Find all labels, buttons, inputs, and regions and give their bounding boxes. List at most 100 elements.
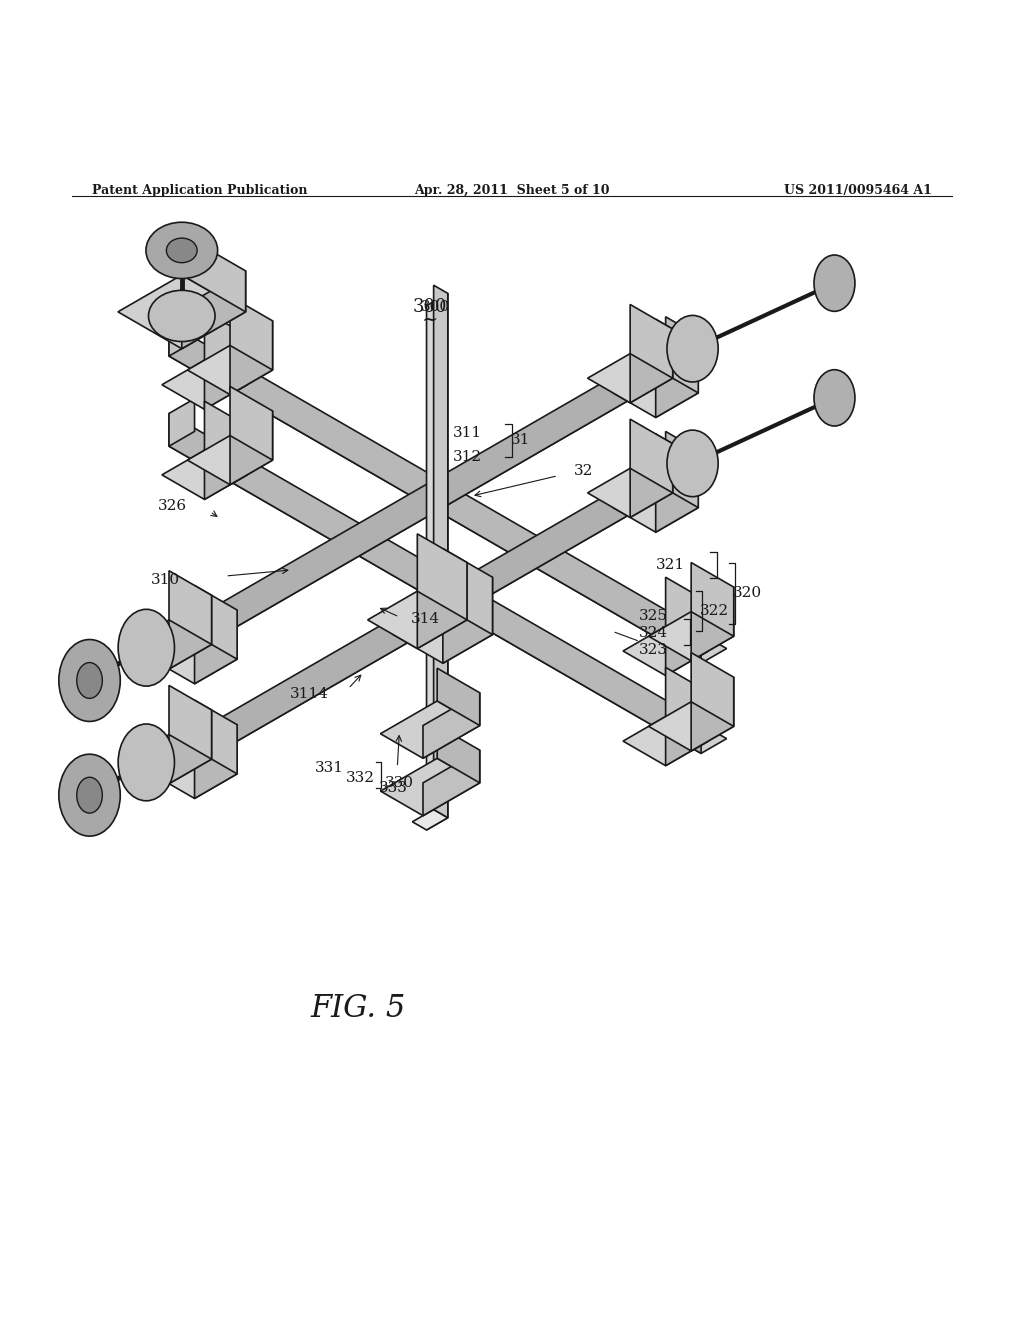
Text: 323: 323 <box>639 643 668 657</box>
Polygon shape <box>159 331 691 672</box>
Polygon shape <box>133 350 691 672</box>
Polygon shape <box>133 739 159 787</box>
Text: 300: 300 <box>413 298 447 315</box>
Polygon shape <box>126 734 212 784</box>
Polygon shape <box>666 668 709 741</box>
Text: 310: 310 <box>152 573 180 587</box>
Ellipse shape <box>77 663 102 698</box>
Polygon shape <box>442 577 493 663</box>
Polygon shape <box>381 758 479 816</box>
Polygon shape <box>169 710 212 784</box>
Polygon shape <box>630 305 673 379</box>
Polygon shape <box>205 335 247 409</box>
Polygon shape <box>195 725 238 799</box>
Ellipse shape <box>118 610 174 686</box>
Text: 322: 322 <box>700 603 729 618</box>
Polygon shape <box>368 591 467 648</box>
Polygon shape <box>623 627 709 676</box>
Polygon shape <box>666 317 691 364</box>
Polygon shape <box>205 401 247 475</box>
Polygon shape <box>169 309 195 356</box>
Text: 333: 333 <box>379 781 408 795</box>
Polygon shape <box>230 321 272 395</box>
Polygon shape <box>423 750 479 816</box>
Ellipse shape <box>77 777 102 813</box>
Polygon shape <box>126 620 212 669</box>
Polygon shape <box>655 319 698 393</box>
Polygon shape <box>230 411 272 484</box>
Polygon shape <box>666 602 709 676</box>
Polygon shape <box>205 312 247 384</box>
Polygon shape <box>169 570 212 644</box>
Polygon shape <box>666 432 691 479</box>
Ellipse shape <box>146 222 218 279</box>
Polygon shape <box>230 296 272 370</box>
Polygon shape <box>230 387 272 461</box>
Polygon shape <box>195 610 238 684</box>
Polygon shape <box>169 342 727 663</box>
Polygon shape <box>655 434 698 508</box>
Polygon shape <box>655 458 698 532</box>
Polygon shape <box>691 677 734 751</box>
Polygon shape <box>133 624 159 672</box>
Polygon shape <box>437 726 479 783</box>
Polygon shape <box>152 750 238 799</box>
Polygon shape <box>423 693 479 758</box>
Text: ~: ~ <box>422 312 438 329</box>
Text: 330: 330 <box>385 776 414 789</box>
Polygon shape <box>169 432 727 754</box>
Polygon shape <box>162 360 247 409</box>
Ellipse shape <box>58 754 120 836</box>
Text: 326: 326 <box>158 499 186 513</box>
Text: 321: 321 <box>656 558 685 572</box>
Polygon shape <box>648 611 734 661</box>
Text: 325: 325 <box>639 609 668 623</box>
Polygon shape <box>666 692 709 766</box>
Text: 314: 314 <box>411 612 439 626</box>
Polygon shape <box>182 234 246 312</box>
Polygon shape <box>623 717 709 766</box>
Text: 3114: 3114 <box>290 686 329 701</box>
Polygon shape <box>433 285 447 817</box>
Polygon shape <box>381 701 479 758</box>
Polygon shape <box>393 606 493 663</box>
Polygon shape <box>630 420 673 492</box>
Polygon shape <box>118 275 246 348</box>
Polygon shape <box>169 323 701 663</box>
Text: FIG. 5: FIG. 5 <box>310 993 407 1024</box>
Polygon shape <box>613 368 698 417</box>
Polygon shape <box>182 271 246 348</box>
Polygon shape <box>630 329 673 403</box>
Polygon shape <box>152 635 238 684</box>
Polygon shape <box>187 436 272 484</box>
Ellipse shape <box>667 315 718 381</box>
Polygon shape <box>187 346 272 395</box>
Text: 320: 320 <box>733 586 762 601</box>
Polygon shape <box>691 652 734 726</box>
Polygon shape <box>437 668 479 726</box>
Polygon shape <box>159 446 691 787</box>
Polygon shape <box>442 549 493 635</box>
Ellipse shape <box>148 290 215 342</box>
Text: 31: 31 <box>511 433 529 447</box>
Polygon shape <box>205 426 247 499</box>
Polygon shape <box>613 483 698 532</box>
Polygon shape <box>691 587 734 661</box>
Ellipse shape <box>814 255 855 312</box>
Text: 324: 324 <box>639 627 668 640</box>
Polygon shape <box>588 469 673 517</box>
Text: 311: 311 <box>453 425 481 440</box>
Polygon shape <box>418 533 467 620</box>
Text: 312: 312 <box>453 450 481 465</box>
Polygon shape <box>691 562 734 636</box>
Polygon shape <box>195 586 238 659</box>
Polygon shape <box>648 702 734 751</box>
Polygon shape <box>169 399 195 446</box>
Ellipse shape <box>118 723 174 801</box>
Text: Patent Application Publication: Patent Application Publication <box>92 183 307 197</box>
Polygon shape <box>162 450 247 499</box>
Ellipse shape <box>814 370 855 426</box>
Polygon shape <box>169 413 701 754</box>
Polygon shape <box>195 700 238 774</box>
Ellipse shape <box>58 639 120 722</box>
